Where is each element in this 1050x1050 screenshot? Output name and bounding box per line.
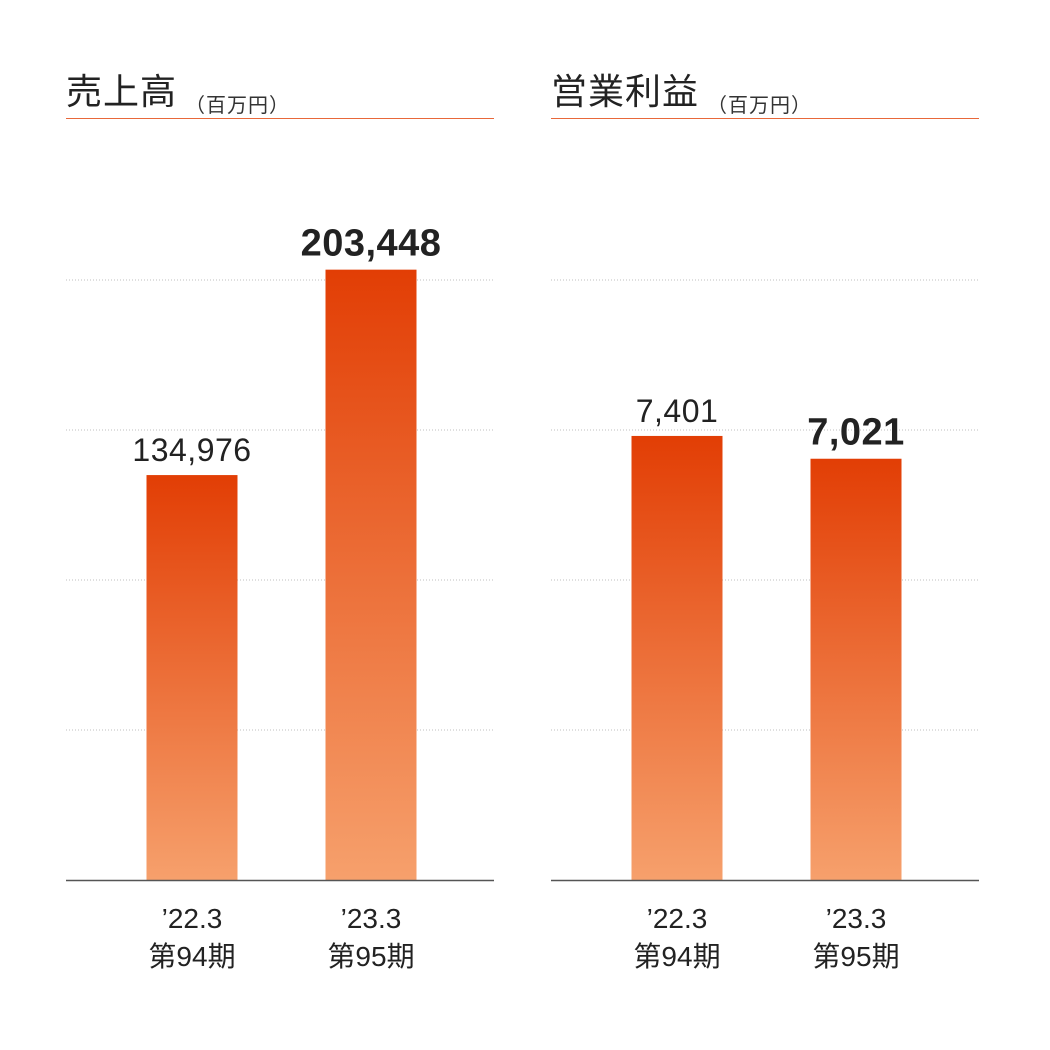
sales-category-period-1: ’22.3 <box>162 903 223 934</box>
operating-profit-bar-1 <box>631 435 723 880</box>
sales-chart-title: 売上高 <box>66 71 178 112</box>
sales-chart-header: 売上高 （百万円） <box>66 66 494 119</box>
operating-profit-category-term-2: 第95期 <box>812 941 899 972</box>
sales-category-term-2: 第95期 <box>327 941 414 972</box>
sales-value-label-1: 134,976 <box>132 432 251 468</box>
sales-value-label-2: 203,448 <box>301 223 442 265</box>
operating-profit-chart-title: 営業利益 <box>551 71 700 112</box>
operating-profit-value-label-2: 7,021 <box>807 412 905 454</box>
operating-profit-category-period-1: ’22.3 <box>647 903 708 934</box>
operating-profit-chart-header: 営業利益 （百万円） <box>551 66 979 119</box>
operating-profit-bar-chart: 7,401 ’22.3 第94期 7,021 ’23.3 第95期 <box>551 279 979 972</box>
sales-category-period-2: ’23.3 <box>341 903 402 934</box>
sales-bar-2 <box>325 269 417 880</box>
sales-chart-unit: （百万円） <box>185 95 291 117</box>
operating-profit-category-period-2: ’23.3 <box>826 903 887 934</box>
sales-bar-1 <box>146 475 238 880</box>
operating-profit-chart-unit: （百万円） <box>707 95 813 117</box>
operating-profit-category-term-1: 第94期 <box>633 941 720 972</box>
sales-category-term-1: 第94期 <box>148 941 235 972</box>
operating-profit-gridlines <box>551 279 979 731</box>
sales-gridlines <box>66 279 494 731</box>
operating-profit-bar-2 <box>810 458 902 880</box>
operating-profit-chart-panel: 営業利益 （百万円） 7,401 ’22.3 第94期 7,021 ’23.3 第95期 <box>551 0 981 1050</box>
sales-bar-chart: 134,976 ’22.3 第94期 203,448 ’23.3 第95期 <box>66 223 494 972</box>
sales-chart-panel: 売上高 （百万円） 134,976 ’22.3 第94期 203,448 ’23.3 第95… <box>66 0 496 1050</box>
operating-profit-value-label-1: 7,401 <box>636 393 719 429</box>
